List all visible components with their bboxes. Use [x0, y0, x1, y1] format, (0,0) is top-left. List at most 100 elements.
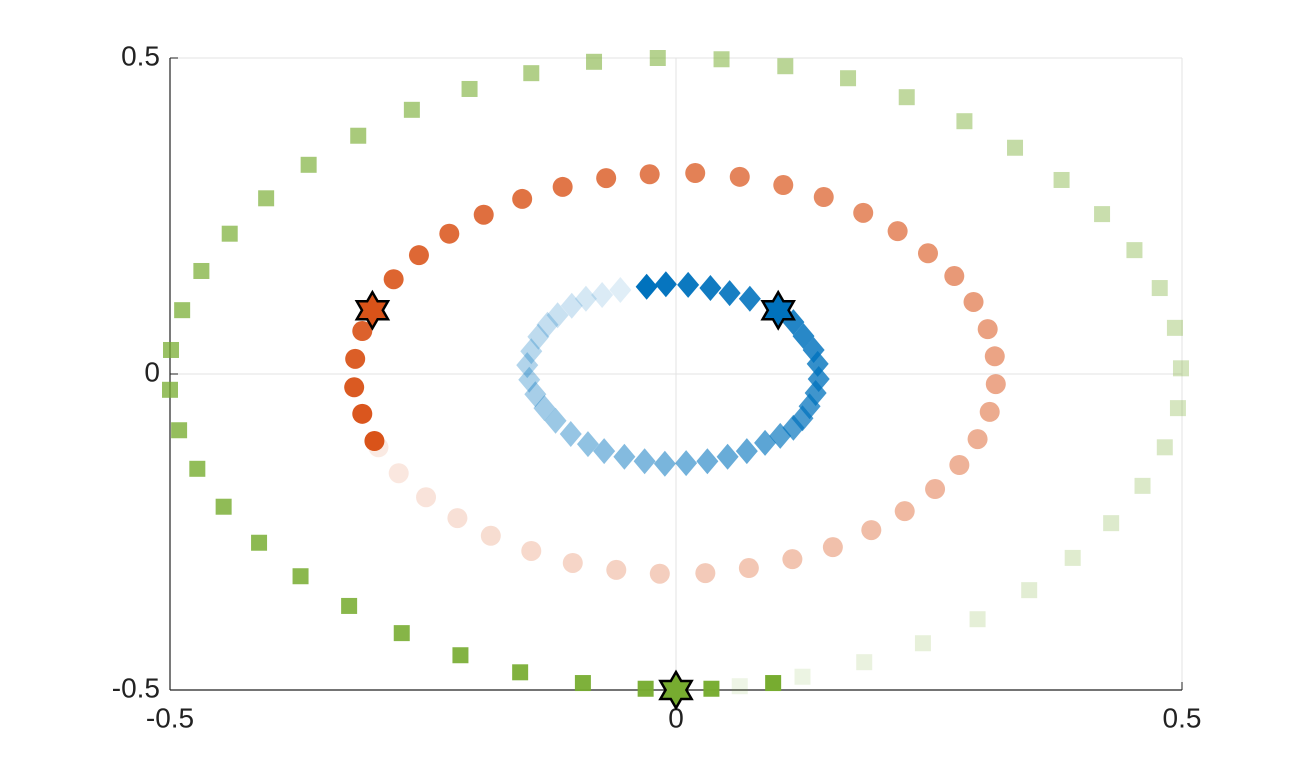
point: [1166, 319, 1183, 336]
point: [1053, 171, 1070, 188]
point: [163, 341, 180, 358]
point: [576, 431, 599, 458]
point: [984, 346, 1005, 367]
x-tick-label: 0: [668, 702, 684, 733]
point: [408, 245, 429, 266]
point: [782, 549, 803, 570]
point: [251, 534, 268, 551]
point: [512, 188, 533, 209]
point: [560, 292, 583, 319]
point: [969, 611, 986, 628]
point: [949, 455, 970, 476]
point: [718, 280, 741, 307]
point: [696, 448, 719, 475]
point: [653, 450, 676, 477]
point: [193, 262, 210, 279]
point: [633, 448, 656, 475]
point: [574, 675, 591, 692]
point: [1094, 206, 1111, 223]
point: [887, 221, 908, 242]
point: [944, 266, 965, 287]
current-point: [354, 289, 391, 331]
point: [703, 680, 720, 697]
point: [861, 520, 882, 541]
point: [773, 175, 794, 196]
point: [403, 101, 420, 118]
point: [544, 407, 567, 434]
point: [364, 430, 385, 451]
point: [637, 680, 654, 697]
point: [162, 381, 178, 398]
point: [822, 537, 843, 558]
point: [898, 89, 915, 106]
point: [292, 568, 309, 585]
point: [713, 51, 730, 68]
point: [258, 190, 275, 207]
point: [574, 285, 597, 312]
y-tick-label: 0.5: [121, 40, 160, 71]
point: [591, 282, 614, 308]
point: [174, 302, 191, 319]
point: [452, 647, 469, 664]
point: [393, 625, 410, 642]
point: [352, 403, 373, 424]
point: [613, 443, 636, 470]
point: [523, 65, 540, 82]
point: [559, 421, 582, 448]
point: [917, 243, 938, 264]
point: [853, 202, 874, 223]
point: [675, 450, 698, 477]
point: [546, 302, 569, 329]
point: [518, 366, 541, 393]
point: [1007, 139, 1024, 156]
x-tick-label: 0.5: [1163, 702, 1202, 733]
point: [536, 311, 559, 338]
point: [1134, 477, 1151, 494]
point: [593, 438, 616, 465]
point: [840, 70, 857, 87]
point: [516, 352, 539, 379]
point: [914, 635, 931, 652]
point: [609, 276, 632, 303]
point: [735, 438, 758, 465]
point: [635, 273, 658, 300]
point: [473, 204, 494, 225]
point: [649, 563, 670, 584]
point: [439, 223, 460, 244]
point: [1126, 242, 1143, 259]
point: [956, 113, 973, 130]
current-point: [760, 289, 796, 331]
point: [586, 53, 603, 70]
point: [512, 664, 529, 681]
point: [596, 168, 617, 189]
point: [344, 377, 365, 398]
point: [677, 271, 700, 298]
point: [654, 271, 677, 298]
point: [925, 479, 946, 500]
point: [1103, 515, 1120, 532]
point: [189, 460, 206, 477]
y-tick-label: -0.5: [112, 672, 160, 703]
point: [813, 187, 834, 208]
point: [533, 395, 556, 422]
point: [985, 374, 1006, 395]
point: [447, 508, 468, 529]
point: [716, 443, 739, 470]
point: [461, 80, 478, 97]
point: [729, 166, 750, 187]
point: [1021, 582, 1038, 599]
point: [894, 501, 915, 522]
point: [738, 558, 759, 579]
point: [552, 176, 573, 197]
point: [480, 525, 501, 546]
point: [350, 127, 367, 144]
point: [606, 559, 627, 580]
point: [524, 381, 547, 408]
point: [527, 323, 550, 350]
point: [1169, 400, 1186, 417]
point: [777, 58, 794, 75]
point: [1151, 280, 1168, 297]
point: [731, 678, 748, 695]
point: [639, 164, 660, 185]
